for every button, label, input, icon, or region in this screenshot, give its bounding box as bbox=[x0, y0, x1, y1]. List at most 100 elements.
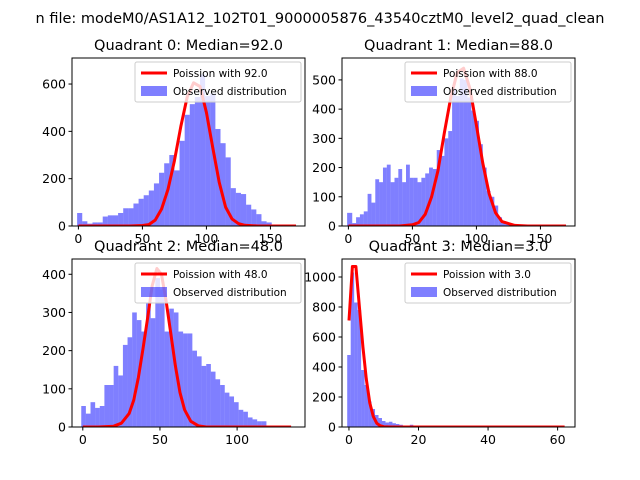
histogram-bar bbox=[234, 402, 239, 427]
histogram-bar bbox=[367, 193, 372, 226]
axes-frame bbox=[71, 258, 306, 428]
y-tick-label: 0 bbox=[58, 420, 66, 435]
histogram-bar bbox=[229, 396, 235, 427]
histogram-bar bbox=[261, 421, 267, 427]
histogram-bar bbox=[378, 418, 382, 427]
y-tick-label: 300 bbox=[42, 305, 66, 320]
y-tick-label: 400 bbox=[42, 267, 66, 282]
histogram-bar bbox=[133, 203, 139, 226]
histogram-bar bbox=[196, 356, 202, 427]
histogram-bar bbox=[113, 365, 119, 427]
legend-label-poisson: Poission with 88.0 bbox=[443, 68, 538, 80]
histogram-bar bbox=[436, 150, 441, 226]
histogram-bar bbox=[138, 198, 144, 226]
legend-label-observed: Observed distribution bbox=[173, 287, 287, 299]
histogram-bar bbox=[350, 272, 355, 427]
histogram-bar bbox=[486, 190, 491, 226]
x-tick-label: 50 bbox=[152, 432, 168, 447]
legend-label-observed: Observed distribution bbox=[443, 86, 557, 98]
histogram-bar bbox=[409, 177, 414, 226]
histogram-bar bbox=[482, 167, 487, 226]
histogram-bar bbox=[356, 217, 360, 226]
histogram-bar bbox=[159, 289, 165, 427]
y-tick-label: 600 bbox=[42, 77, 66, 92]
histogram-bar bbox=[169, 155, 175, 226]
axes-frame bbox=[341, 258, 576, 428]
subplot-title: Quadrant 1: Median=88.0 bbox=[364, 38, 553, 54]
x-tick-label: 40 bbox=[480, 432, 496, 447]
histogram-bar bbox=[224, 392, 230, 427]
histogram-bar bbox=[256, 214, 262, 226]
histogram-bar bbox=[90, 402, 96, 427]
histogram-bar bbox=[432, 169, 437, 226]
histogram-bar bbox=[225, 157, 231, 226]
histogram-bar bbox=[230, 188, 236, 226]
histogram-bar bbox=[375, 179, 380, 226]
x-tick-label: 100 bbox=[194, 231, 218, 246]
y-tick-label: 100 bbox=[312, 189, 336, 204]
histogram-bar bbox=[104, 385, 110, 427]
subplot-quadrant-1: 0 50 100 150 0 100 200 300 400 500 Quadrant 1: Med… bbox=[312, 38, 576, 246]
axes-frame bbox=[71, 57, 306, 227]
histogram-bar bbox=[361, 370, 365, 427]
histogram-bar bbox=[215, 379, 221, 427]
x-tick-label: 0 bbox=[345, 432, 353, 447]
histogram-bar bbox=[118, 212, 124, 226]
histogram-bar bbox=[354, 302, 358, 427]
histogram-bar bbox=[359, 214, 364, 226]
histogram-bar bbox=[200, 74, 206, 226]
histogram-bar bbox=[371, 202, 376, 226]
histogram-bar bbox=[382, 167, 387, 226]
histogram-bar bbox=[246, 204, 252, 226]
legend: Poission with 88.0 Observed distribution bbox=[404, 61, 572, 103]
x-tick-label: 50 bbox=[404, 231, 420, 246]
y-tick-label: 200 bbox=[42, 171, 66, 186]
histogram-bar bbox=[502, 221, 506, 226]
legend-patch-swatch bbox=[411, 86, 437, 96]
histogram-bar bbox=[252, 419, 258, 427]
histogram-bar bbox=[179, 140, 185, 226]
x-tick-label: 20 bbox=[411, 432, 427, 447]
histogram-bar bbox=[220, 143, 226, 226]
y-tick-label: 800 bbox=[312, 300, 336, 315]
histogram-bar bbox=[77, 212, 83, 226]
histogram-bar bbox=[238, 409, 244, 427]
histogram-bar bbox=[201, 365, 207, 427]
y-tick-label: 200 bbox=[42, 343, 66, 358]
histogram-bar bbox=[146, 302, 151, 427]
histogram-bar bbox=[141, 331, 147, 427]
legend-patch-swatch bbox=[141, 287, 167, 297]
histogram-bar bbox=[421, 177, 426, 226]
histogram-bar bbox=[122, 344, 128, 427]
histogram-bar bbox=[247, 417, 253, 427]
histogram-bar bbox=[471, 110, 476, 226]
legend-label-poisson: Poission with 92.0 bbox=[173, 68, 268, 80]
histogram-bar bbox=[413, 177, 418, 226]
y-tick-label: 400 bbox=[42, 124, 66, 139]
y-tick-label: 200 bbox=[312, 160, 336, 175]
subplot-title: Quadrant 2: Median=48.0 bbox=[94, 239, 283, 255]
histogram-bar bbox=[363, 211, 368, 226]
subplot-title: Quadrant 0: Median=92.0 bbox=[94, 38, 283, 54]
histogram-bar bbox=[240, 194, 247, 226]
histogram-bar bbox=[388, 421, 393, 427]
histogram-bar bbox=[463, 79, 468, 226]
histogram-bar bbox=[127, 337, 133, 427]
histogram-bar bbox=[184, 114, 190, 226]
poisson-curve bbox=[347, 265, 565, 427]
histogram-bar bbox=[455, 95, 460, 226]
figure-suptitle: n file: modeM0/AS1A12_102T01_9000005876_… bbox=[36, 11, 605, 27]
legend-box bbox=[404, 61, 572, 103]
histogram-bar bbox=[257, 421, 262, 427]
subplot-title: Quadrant 3: Median=3.0 bbox=[369, 239, 549, 255]
x-tick-label: 50 bbox=[134, 231, 150, 246]
histogram-bar bbox=[368, 401, 372, 427]
histogram-bar bbox=[128, 208, 134, 226]
axes-frame bbox=[341, 57, 576, 227]
x-tick-label: 0 bbox=[79, 432, 87, 447]
histogram-bar bbox=[148, 190, 154, 226]
histogram-bar bbox=[266, 222, 272, 226]
legend: Poission with 48.0 Observed distribution bbox=[134, 262, 302, 304]
histogram-bar bbox=[498, 217, 503, 226]
